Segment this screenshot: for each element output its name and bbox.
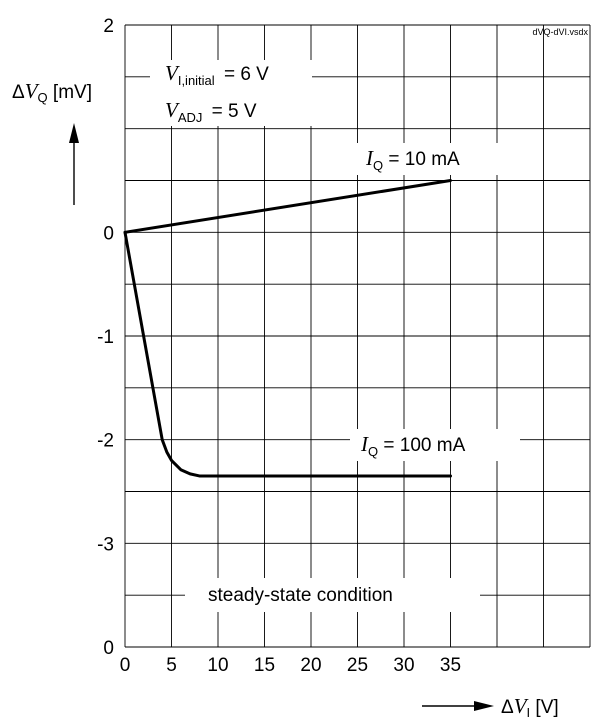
series-label-100ma-bg xyxy=(350,429,520,461)
series-label-10ma-bg xyxy=(355,143,515,175)
x-tick-label: 10 xyxy=(207,655,228,676)
y-tick-label: -3 xyxy=(97,534,114,555)
x-tick-label: 25 xyxy=(347,655,368,676)
steady-state-annotation: steady-state condition xyxy=(208,585,393,606)
series-line-1 xyxy=(123,230,452,478)
condition-v-adj: VADJ = 5 V xyxy=(165,98,257,125)
x-tick-label: 15 xyxy=(254,655,275,676)
conditions-label-bg xyxy=(150,60,312,126)
x-tick-label: 0 xyxy=(120,655,131,676)
x-tick-label: 35 xyxy=(440,655,461,676)
series-label-10ma: IQ = 10 mA xyxy=(365,146,460,173)
y-tick-label: -1 xyxy=(97,327,114,348)
series-line-0 xyxy=(123,179,452,234)
y-tick-label: 2 xyxy=(103,16,114,37)
series-label-100ma: IQ = 100 mA xyxy=(360,432,466,459)
curves xyxy=(123,179,452,478)
x-axis-arrow xyxy=(422,701,494,711)
annotation-bg xyxy=(185,578,480,612)
x-tick-label: 30 xyxy=(393,655,414,676)
y-tick-label: 0 xyxy=(103,638,114,659)
label-backgrounds xyxy=(150,60,520,612)
y-axis-arrow xyxy=(69,123,79,205)
y-axis-label: ΔVQ [mV] xyxy=(12,79,92,105)
x-axis-label: ΔVI [V] xyxy=(501,694,559,720)
x-tick-label: 20 xyxy=(300,655,321,676)
condition-v-initial: VI,initial = 6 V xyxy=(165,61,269,88)
file-name: dVQ-dVI.vsdx xyxy=(532,27,588,37)
y-tick-label: -2 xyxy=(97,431,114,452)
y-tick-label: 0 xyxy=(103,223,114,244)
x-tick-label: 5 xyxy=(166,655,177,676)
